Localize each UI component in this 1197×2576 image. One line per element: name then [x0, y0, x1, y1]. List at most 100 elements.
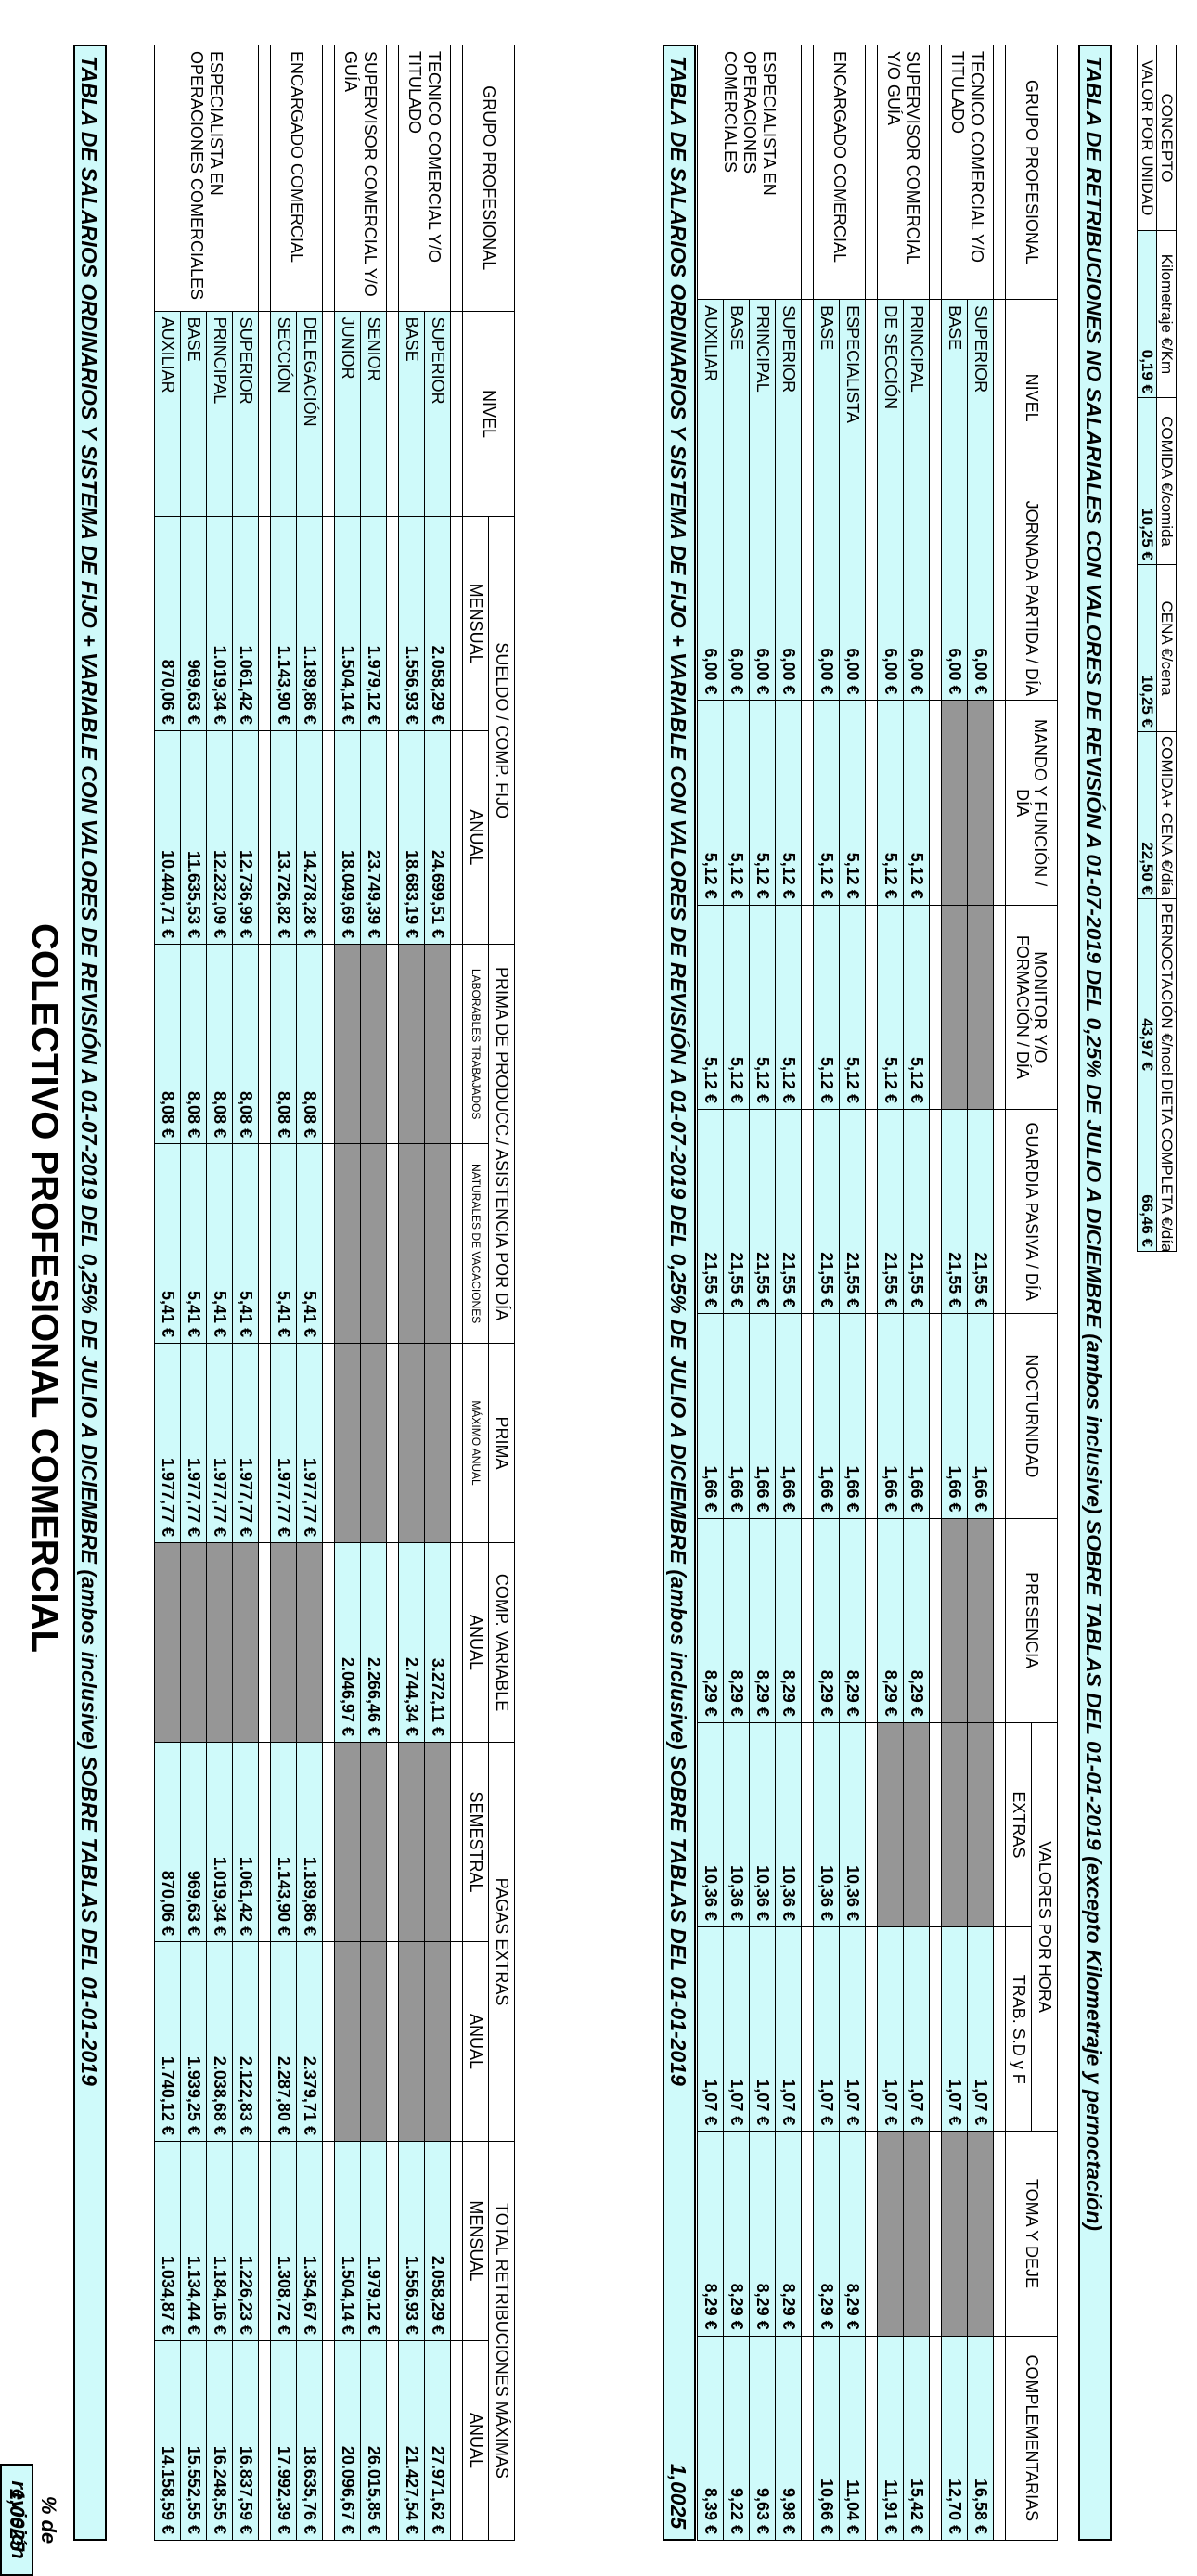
- value-cell: 5,12 €: [813, 905, 840, 1110]
- group-name: TECNICO COMERCIAL Y/O TITULADO: [941, 45, 994, 300]
- value-cell-a: 14.278,28 €: [296, 730, 323, 945]
- spacer-cell: [322, 516, 335, 731]
- spacer-cell: [322, 2340, 335, 2541]
- value-cell-ta: 21.427,54 €: [398, 2340, 425, 2541]
- spacer-cell: [258, 1542, 271, 1743]
- value-cell: 8,29 €: [697, 2131, 724, 2337]
- value-cell-m: 1.556,93 €: [398, 516, 425, 731]
- value-cell-a: 24.699,51 €: [424, 730, 451, 945]
- spacer-cell: [258, 1742, 271, 1942]
- value-cell: 10,36 €: [839, 1722, 866, 1927]
- table1-title: TABLA DE SALARIOS ORDINARIOS Y SISTEMA D…: [77, 56, 101, 2086]
- spacer-row: [386, 45, 399, 2541]
- value-cell: 1,66 €: [903, 1313, 930, 1519]
- value-cell-prima: [334, 1343, 361, 1543]
- group-name: ESPECIALISTA EN OPERACIONES COMERCIALES: [697, 45, 802, 300]
- value-cell: 10,25 €: [1137, 397, 1157, 565]
- value-cell-prima: [398, 1343, 425, 1543]
- spacer-cell: [801, 1926, 814, 2132]
- value-cell-sem: 1.143,90 €: [270, 1742, 297, 1942]
- value-cell-cv: 3.272,11 €: [424, 1542, 451, 1743]
- value-cell-prima: 1.977,77 €: [296, 1343, 323, 1543]
- table3-title-band: TABLA DE RETRIBUCIONES NO SALARIALES CON…: [1078, 45, 1112, 2541]
- spacer-cell: [801, 1109, 814, 1314]
- spacer-cell: [801, 2336, 814, 2541]
- spacer-cell: [450, 1542, 463, 1743]
- level-cell: AUXILIAR: [154, 311, 181, 517]
- level-cell: SENIOR: [360, 311, 387, 517]
- value-cell-pa: 1.740,12 €: [154, 1941, 181, 2142]
- level-cell: PRINCIPAL: [903, 299, 930, 496]
- spacer-cell: [801, 905, 814, 1110]
- value-cell-nat: 5,41 €: [180, 1143, 207, 1344]
- value-cell-tm: 1.556,93 €: [398, 2141, 425, 2341]
- spacer-cell: [386, 311, 399, 517]
- spacer-cell: [450, 944, 463, 1144]
- header-presencia: PRESENCIA: [1005, 1518, 1058, 1723]
- value-cell: 1,07 €: [941, 1926, 968, 2132]
- value-cell-cv: 2.266,46 €: [360, 1542, 387, 1743]
- value-cell-cv: [270, 1542, 297, 1743]
- header-pagas-extras: PAGAS EXTRAS: [488, 1742, 515, 2142]
- value-cell: 1,07 €: [813, 1926, 840, 2132]
- spacer-cell: [993, 1518, 1006, 1723]
- header-anual: ANUAL: [462, 1542, 489, 1743]
- value-cell-pa: 1.939,25 €: [180, 1941, 207, 2142]
- value-cell-lab: 8,08 €: [232, 944, 259, 1144]
- spacer-cell: [865, 45, 878, 300]
- table-row: BASE 969,63 €11.635,53 €8,08 €5,41 €1.977…: [180, 45, 207, 2541]
- value-cell-prima: 1.977,77 €: [232, 1343, 259, 1543]
- spacer-cell: [258, 944, 271, 1144]
- spacer-cell: [865, 1926, 878, 2132]
- value-cell-cv: [180, 1542, 207, 1743]
- value-cell: 1,66 €: [941, 1313, 968, 1519]
- value-cell: 1,66 €: [813, 1313, 840, 1519]
- value-cell: 8,29 €: [775, 1518, 802, 1723]
- spacer-cell: [322, 45, 335, 312]
- value-cell: 1,07 €: [839, 1926, 866, 2132]
- header-semestral: SEMESTRAL: [462, 1742, 489, 1942]
- level-cell: DE SECCIÓN: [877, 299, 904, 496]
- value-cell-pa: 2.038,68 €: [206, 1941, 233, 2142]
- spacer-cell: [929, 1313, 942, 1519]
- value-cell: 15,42 €: [903, 2336, 930, 2541]
- value-cell-tm: 1.979,12 €: [360, 2141, 387, 2341]
- spacer-cell: [929, 2336, 942, 2541]
- spacer-cell: [258, 1343, 271, 1543]
- group-name: SUPERVISOR COMERCIAL Y/O GUÍA: [334, 45, 387, 312]
- spacer-cell: [386, 1343, 399, 1543]
- page-title: COLECTIVO PROFESIONAL COMERCIAL: [24, 923, 65, 1653]
- value-cell: 21,55 €: [697, 1109, 724, 1314]
- spacer-cell: [386, 45, 399, 312]
- spacer-cell: [865, 496, 878, 701]
- spacer-cell: [258, 2340, 271, 2541]
- spacer-row: [993, 45, 1006, 2541]
- table-row: BASE 6,00 €5,12 €5,12 €21,55 €1,66 €8,29 …: [813, 45, 840, 2541]
- value-cell: 8,29 €: [839, 2131, 866, 2337]
- spacer-cell: [801, 1722, 814, 1927]
- header-mando: MANDO Y FUNCIÓN / DÍA: [1005, 700, 1058, 906]
- table-row: SUPERVISOR COMERCIAL Y/O GUÍA PRINCIPAL 6,…: [877, 45, 930, 2541]
- value-cell: 8,29 €: [839, 1518, 866, 1723]
- value-cell: 8,29 €: [749, 1518, 776, 1723]
- table-row: ENCARGADO COMERCIAL ESPECIALISTA 6,00 €5,1…: [813, 45, 866, 2541]
- value-cell: 1,66 €: [877, 1313, 904, 1519]
- value-cell: 11,04 €: [839, 2336, 866, 2541]
- value-cell-ta: 16.248,55 €: [206, 2340, 233, 2541]
- spacer-cell: [386, 944, 399, 1144]
- header-nivel: NIVEL: [1005, 299, 1058, 496]
- group-name: ENCARGADO COMERCIAL: [813, 45, 866, 300]
- spacer-cell: [801, 299, 814, 496]
- header-cell: Kilometraje €/Km: [1156, 230, 1177, 398]
- value-cell: [941, 905, 968, 1110]
- value-cell-a: 18.049,69 €: [334, 730, 361, 945]
- spacer-cell: [450, 1143, 463, 1344]
- value-cell-m: 2.058,29 €: [424, 516, 451, 731]
- header-grupo: GRUPO PROFESIONAL: [1005, 45, 1058, 300]
- value-cell: 66,46 €: [1137, 1075, 1157, 1252]
- header-sueldo: SUELDO / COMP. FIJO: [488, 516, 515, 945]
- value-cell: 5,12 €: [877, 905, 904, 1110]
- table-row: PRINCIPAL 1.019,34 €12.232,09 €8,08 €5,41…: [206, 45, 233, 2541]
- header-guardia: GUARDIA PASIVA / DÍA: [1005, 1109, 1058, 1314]
